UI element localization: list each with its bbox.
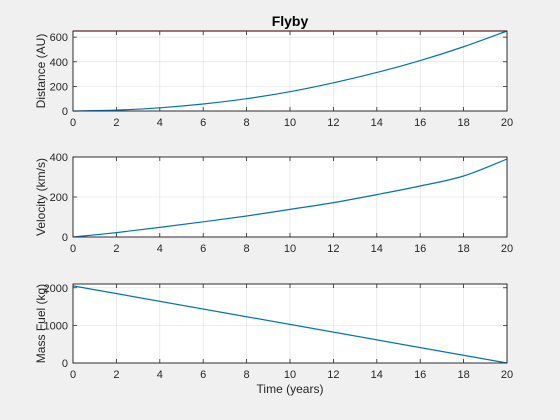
mass-fuel-y-tick-label: 2000	[44, 283, 68, 295]
distance-x-tick-label: 12	[327, 117, 339, 129]
mass-fuel-y-tick-label: 0	[62, 358, 68, 370]
mass-fuel-x-tick-label: 12	[327, 369, 339, 381]
mass-fuel-series-line	[72, 285, 508, 364]
distance-axes-frame	[72, 30, 508, 112]
distance-x-tick-label: 14	[371, 117, 383, 129]
velocity-series-line	[72, 158, 508, 238]
mass-fuel-y-tick-label: 1000	[44, 320, 68, 332]
velocity-y-axis-label: Velocity (km/s)	[34, 158, 48, 236]
velocity-x-tick-label: 2	[113, 243, 119, 255]
velocity-y-tick-label: 0	[62, 232, 68, 244]
distance-y-tick-label: 0	[62, 106, 68, 118]
subplot-distance: 0 2 4 6 8 10 12 14 16 18 200200400600FlybyDistance…	[34, 13, 513, 129]
distance-x-tick-label: 18	[457, 117, 469, 129]
distance-series-line	[72, 30, 508, 112]
velocity-x-tick-label: 14	[371, 243, 383, 255]
distance-x-tick-label: 6	[200, 117, 206, 129]
mass-fuel-x-tick-label: 20	[501, 369, 513, 381]
velocity-x-tick-label: 8	[244, 243, 250, 255]
velocity-x-tick-label: 12	[327, 243, 339, 255]
distance-x-tick-label: 2	[113, 117, 119, 129]
distance-title: Flyby	[272, 13, 309, 29]
mass-fuel-axes-frame	[72, 283, 508, 364]
mass-fuel-x-tick-label: 2	[113, 369, 119, 381]
mass-fuel-x-tick-label: 16	[414, 369, 426, 381]
distance-x-tick-label: 0	[70, 117, 76, 129]
mass-fuel-x-axis-label: Time (years)	[257, 382, 324, 396]
distance-y-tick-label: 200	[50, 81, 68, 93]
distance-x-tick-label: 20	[501, 117, 513, 129]
velocity-x-tick-label: 6	[200, 243, 206, 255]
mass-fuel-x-tick-label: 14	[371, 369, 383, 381]
velocity-x-tick-label: 4	[157, 243, 163, 255]
velocity-y-tick-label: 400	[50, 152, 68, 164]
velocity-y-tick-label: 200	[50, 192, 68, 204]
velocity-x-tick-label: 20	[501, 243, 513, 255]
mass-fuel-x-tick-label: 10	[284, 369, 296, 381]
velocity-x-tick-label: 18	[457, 243, 469, 255]
mass-fuel-x-tick-label: 8	[244, 369, 250, 381]
distance-x-tick-label: 4	[157, 117, 163, 129]
distance-y-axis-label: Distance (AU)	[34, 34, 48, 109]
velocity-axes-frame	[72, 156, 508, 238]
distance-y-tick-label: 400	[50, 57, 68, 69]
velocity-x-tick-label: 0	[70, 243, 76, 255]
distance-x-tick-label: 8	[244, 117, 250, 129]
mass-fuel-y-axis-label: Mass Fuel (kg)	[34, 284, 48, 363]
distance-x-tick-label: 16	[414, 117, 426, 129]
velocity-x-tick-label: 16	[414, 243, 426, 255]
distance-x-tick-label: 10	[284, 117, 296, 129]
mass-fuel-x-tick-label: 18	[457, 369, 469, 381]
velocity-x-tick-label: 10	[284, 243, 296, 255]
distance-y-tick-label: 600	[50, 32, 68, 44]
mass-fuel-x-tick-label: 4	[157, 369, 163, 381]
mass-fuel-x-tick-label: 6	[200, 369, 206, 381]
mass-fuel-x-tick-label: 0	[70, 369, 76, 381]
